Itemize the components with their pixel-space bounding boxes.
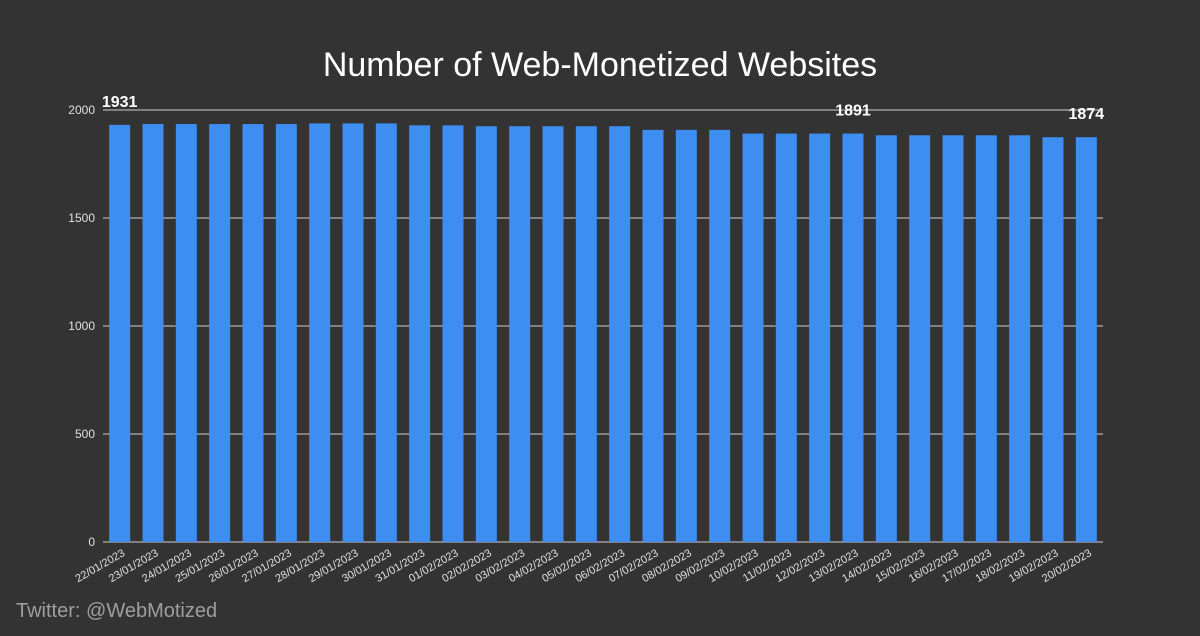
y-axis-ticks: 0 500 1000 1500 2000 [68, 103, 95, 549]
data-label: 1874 [1069, 106, 1105, 123]
bar [309, 123, 331, 542]
bar [875, 135, 897, 542]
bar [909, 135, 931, 542]
bar [409, 125, 431, 542]
grid-lines [103, 109, 1103, 543]
twitter-credit: Twitter: @WebMotized [16, 600, 218, 622]
bar [542, 126, 564, 542]
y-tick-label: 0 [88, 535, 95, 549]
bar [275, 124, 297, 542]
bar [675, 129, 697, 542]
y-tick-label: 1500 [68, 211, 95, 225]
bar [609, 126, 631, 542]
chart-title: Number of Web-Monetized Websites [323, 46, 877, 84]
bar [809, 133, 831, 542]
bars [109, 123, 1097, 543]
bar [209, 124, 231, 542]
bar [442, 125, 464, 542]
bar [109, 124, 131, 543]
bar [342, 123, 364, 542]
bar [475, 126, 497, 542]
bar [742, 133, 764, 542]
bar [842, 133, 864, 542]
bar [975, 135, 997, 542]
bar [775, 133, 797, 542]
bar [242, 124, 264, 542]
data-annotations: 1931 1891 1874 [102, 94, 1104, 123]
bar [1042, 137, 1064, 542]
data-label: 1931 [102, 94, 138, 111]
bar [709, 129, 731, 542]
bar [575, 126, 597, 542]
y-tick-label: 1000 [68, 319, 95, 333]
bar [375, 123, 397, 542]
bar [942, 135, 964, 542]
x-axis-ticks: 22/01/202323/01/202324/01/202325/01/2023… [73, 547, 1093, 585]
y-tick-label: 2000 [68, 103, 95, 117]
bar [175, 124, 197, 542]
bar [1009, 135, 1031, 542]
y-tick-label: 500 [75, 427, 95, 441]
bar [509, 126, 531, 542]
bar [1075, 137, 1097, 542]
bar [142, 124, 164, 542]
bar [642, 129, 664, 542]
data-label: 1891 [835, 103, 871, 120]
